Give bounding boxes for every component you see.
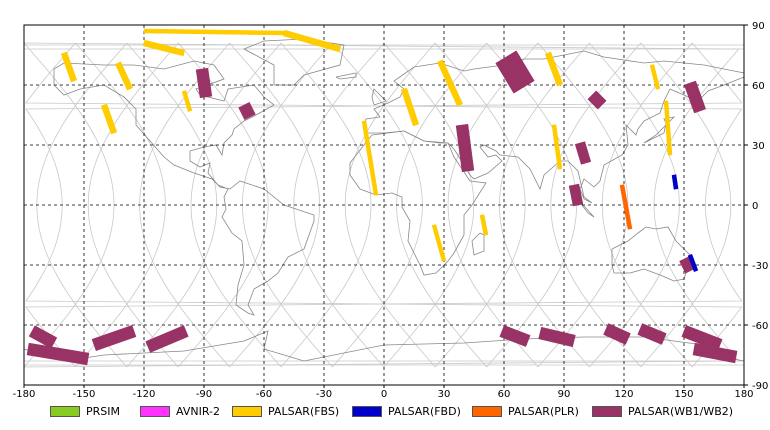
observation-swath (91, 324, 137, 352)
observation-swath (687, 253, 699, 273)
legend-item: PALSAR(FBS) (232, 404, 339, 418)
observation-swath (637, 323, 667, 345)
x-tick-label: 0 (381, 389, 387, 400)
orbit-track (293, 42, 475, 368)
observation-swath (649, 64, 661, 90)
observation-swath (142, 39, 186, 57)
x-tick-label: 180 (734, 389, 753, 400)
observation-swath (195, 67, 213, 99)
observation-swath (692, 342, 738, 364)
x-tick-label: 150 (674, 389, 693, 400)
coastline (53, 60, 315, 316)
observation-swath (538, 326, 576, 348)
y-tick-label: -60 (752, 321, 768, 332)
ground-track-map: -180 -150 -120 -90 -60 -30 0 30 60 90 120 150 180 90 6… (13, 21, 769, 400)
axis-ticks: -180 -150 -120 -90 -60 -30 0 30 60 90 120 150 180 90 6… (13, 21, 769, 400)
orbit-track (87, 42, 269, 368)
legend-label: PRSIM (86, 404, 120, 418)
observation-swath (683, 80, 707, 114)
legend-label: PALSAR(FBS) (268, 404, 340, 418)
legend-item: PRSIM (50, 404, 120, 418)
legend-item: PALSAR(FBD) (352, 404, 461, 418)
legend-label: AVNIR-2 (176, 404, 220, 418)
orbit-track (344, 42, 526, 368)
observation-swath (663, 100, 673, 156)
x-tick-label: 120 (614, 389, 633, 400)
observation-swath (431, 224, 447, 262)
x-tick-label: -60 (256, 389, 272, 400)
orbit-track (190, 42, 372, 368)
x-tick-label: 90 (558, 389, 571, 400)
observation-swath (181, 90, 193, 112)
legend-swatch (50, 405, 80, 417)
coastline (371, 88, 387, 106)
observation-swath (60, 51, 78, 83)
observation-swath (574, 141, 592, 165)
y-tick-label: 90 (752, 21, 765, 32)
x-tick-label: -150 (73, 389, 96, 400)
observation-swath (238, 101, 256, 121)
observation-swath (495, 50, 535, 94)
coastline (349, 130, 487, 276)
legend-swatch (592, 405, 622, 417)
orbit-track (447, 42, 629, 368)
legend: PRSIM AVNIR-2 PALSAR(FBS) PALSAR(FBD) PALSAR… (0, 400, 770, 422)
observation-swath (671, 174, 679, 190)
observation-swaths (26, 28, 738, 366)
orbit-track (25, 42, 743, 368)
observation-swath (145, 325, 189, 353)
coastline (335, 72, 357, 80)
coastline (23, 330, 745, 362)
legend-label: PALSAR(FBD) (388, 404, 461, 418)
legend-label: PALSAR(WB1/WB2) (628, 404, 734, 418)
legend-swatch (232, 405, 262, 417)
observation-swath (361, 120, 379, 196)
legend-item: PALSAR(PLR) (472, 404, 579, 418)
observation-swath (551, 124, 563, 170)
observation-swath (499, 325, 531, 347)
y-tick-label: 0 (752, 201, 758, 212)
y-tick-label: 60 (752, 81, 765, 92)
x-tick-label: 30 (438, 389, 451, 400)
coastline (363, 50, 745, 204)
x-tick-label: -30 (316, 389, 332, 400)
observation-swath (436, 59, 464, 107)
observation-swath (479, 214, 489, 236)
y-tick-label: -30 (752, 261, 768, 272)
x-tick-label: -180 (13, 389, 36, 400)
x-tick-label: -120 (133, 389, 156, 400)
legend-swatch (472, 405, 502, 417)
observation-swath (568, 183, 584, 207)
legend-item: AVNIR-2 (140, 404, 220, 418)
observation-swath (455, 123, 475, 173)
observation-swath (544, 51, 564, 87)
y-tick-label: 30 (752, 141, 765, 152)
legend-label: PALSAR(PLR) (508, 404, 579, 418)
coastline (643, 116, 676, 144)
observation-swath (282, 29, 342, 53)
legend-swatch (352, 405, 382, 417)
observation-swath (100, 103, 118, 135)
observation-swath (26, 342, 90, 366)
x-tick-label: 60 (498, 389, 511, 400)
coastline (471, 232, 485, 256)
observation-swath (400, 87, 420, 127)
observation-swath (587, 90, 607, 110)
legend-swatch (140, 405, 170, 417)
observation-swath (619, 184, 633, 230)
observation-swath (603, 323, 631, 345)
y-tick-label: -90 (752, 381, 768, 392)
x-tick-label: -90 (196, 389, 212, 400)
observation-swath (114, 61, 134, 91)
legend-item: PALSAR(WB1/WB2) (592, 404, 733, 418)
